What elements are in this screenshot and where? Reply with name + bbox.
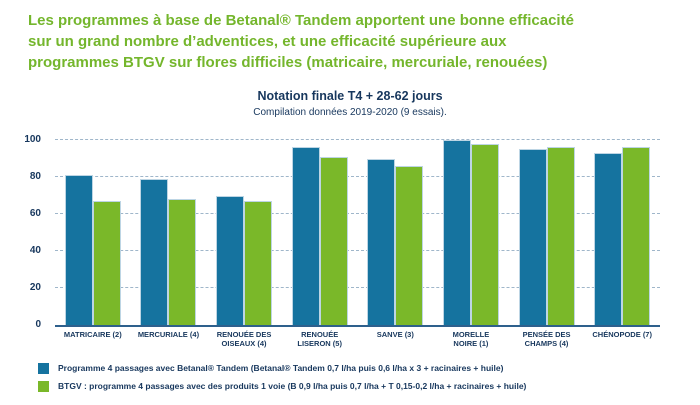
y-tick-label-0: 0 (35, 319, 41, 330)
plot-area (55, 139, 660, 327)
y-axis: 0 20 40 60 80 100 (0, 134, 48, 330)
category-label-5: SANVE (3) (376, 330, 414, 339)
chart-subtitle: Compilation données 2019-2020 (9 essais)… (253, 107, 447, 118)
bar-group-3 (206, 140, 282, 325)
gridline-100 (55, 139, 660, 140)
legend-row-1: Programme 4 passages avec Betanal® Tande… (38, 363, 526, 374)
bar-series1-cat4 (291, 147, 320, 325)
bar-group-8 (584, 140, 660, 325)
bar-groups (55, 140, 660, 325)
bar-series1-cat3 (216, 195, 245, 325)
bar-series1-cat8 (594, 152, 623, 325)
gridline-40 (55, 250, 660, 251)
y-tick-label-40: 40 (29, 245, 41, 256)
bar-series2-cat1 (92, 201, 121, 325)
gridline-80 (55, 176, 660, 177)
page-title: Les programmes à base de Betanal® Tandem… (28, 12, 574, 71)
category-label-1: MATRICAIRE (2) (63, 330, 122, 339)
x-axis-labels: MATRICAIRE (2) MERCURIALE (4) RENOUÉE DES … (55, 330, 660, 348)
legend-label: BTGV : programme 4 passages avec des pro… (58, 381, 527, 391)
bar-series2-cat6 (470, 143, 499, 325)
category-label-7: PENSÉE DES CHAMPS (4) (522, 330, 571, 348)
category-label-4: RENOUÉE LISERON (5) (297, 330, 342, 348)
category-label-2: MERCURIALE (4) (137, 330, 200, 339)
bar-series1-cat6 (442, 140, 471, 325)
bar-series1-cat7 (518, 149, 547, 325)
legend-swatch-icon (38, 381, 49, 392)
bar-group-2 (131, 140, 207, 325)
category-label-6: MORELLE NOIRE (1) (452, 330, 490, 348)
bar-series2-cat3 (244, 201, 273, 325)
category-label-3: RENOUÉE DES OISEAUX (4) (216, 330, 272, 348)
bar-group-7 (509, 140, 585, 325)
category-label-8: CHÉNOPODE (7) (592, 330, 652, 339)
y-tick-label-20: 20 (29, 282, 41, 293)
legend-label: Programme 4 passages avec Betanal® Tande… (58, 363, 504, 373)
bar-series1-cat5 (367, 158, 396, 325)
gridline-20 (55, 287, 660, 288)
y-tick-label-100: 100 (24, 134, 41, 145)
y-tick-label-80: 80 (29, 171, 41, 182)
bar-group-5 (358, 140, 434, 325)
bar-group-1 (55, 140, 131, 325)
gridline-60 (55, 213, 660, 214)
bar-series2-cat8 (622, 147, 651, 325)
y-tick-label-60: 60 (29, 208, 41, 219)
legend-swatch-icon (38, 363, 49, 374)
bar-series1-cat2 (140, 178, 169, 325)
chart-title: Notation finale T4 + 28-62 jours (257, 89, 443, 103)
legend-row-2: BTGV : programme 4 passages avec des pro… (38, 381, 526, 392)
bar-series2-cat7 (546, 147, 575, 325)
bar-series2-cat2 (168, 199, 197, 325)
bar-group-6 (433, 140, 509, 325)
chart-legend: Programme 4 passages avec Betanal® Tande… (38, 363, 526, 399)
bar-series2-cat4 (319, 156, 348, 325)
bar-group-4 (282, 140, 358, 325)
bar-series1-cat1 (64, 175, 93, 325)
bar-series2-cat5 (395, 165, 424, 325)
